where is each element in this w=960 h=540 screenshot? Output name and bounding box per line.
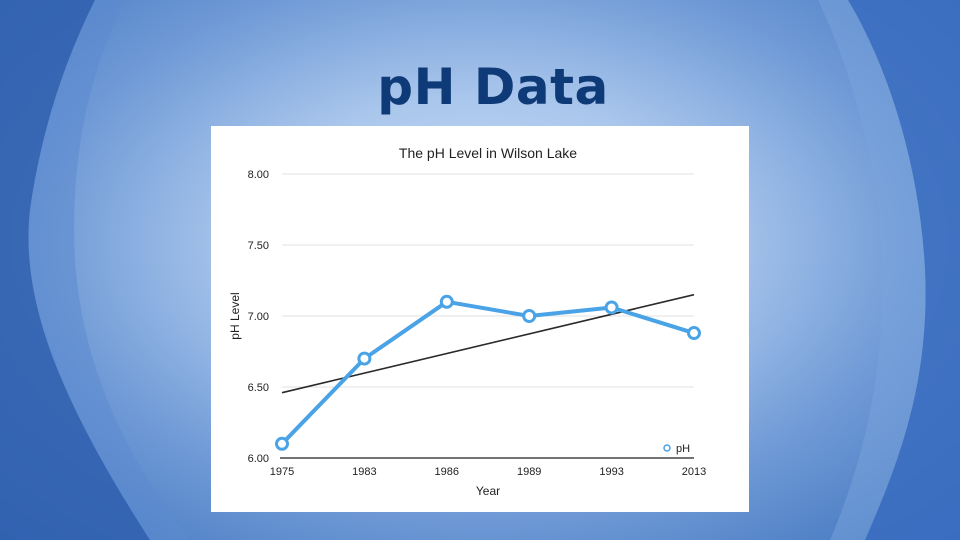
y-tick-label: 8.00 (248, 169, 269, 181)
data-point (275, 436, 289, 451)
data-point (439, 294, 454, 309)
slide-title: pH Data (377, 58, 609, 116)
left-wave-light (28, 0, 190, 540)
data-point (357, 351, 372, 366)
legend-marker-ph (663, 444, 671, 452)
data-point (522, 309, 537, 323)
chart-card: The pH Level in Wilson Lake 6.00 6.50 7.00… (211, 126, 749, 512)
x-tick-label: 1989 (517, 466, 541, 478)
y-tick-label: 6.50 (248, 382, 269, 394)
legend-label-ph: pH (676, 443, 690, 455)
x-axis-label: Year (476, 484, 500, 498)
series-line-ph (280, 299, 695, 446)
right-wave-dark (848, 0, 960, 540)
chart-title: The pH Level in Wilson Lake (399, 145, 577, 161)
x-tick-label: 1983 (352, 466, 376, 478)
x-tick-label: 1993 (599, 466, 623, 478)
y-tick-label: 7.50 (248, 240, 269, 252)
y-tick-label: 7.00 (248, 311, 269, 323)
data-point (687, 326, 701, 341)
x-tick-label: 1975 (270, 466, 294, 478)
x-tick-label: 1986 (435, 466, 459, 478)
x-tick-label: 2013 (682, 466, 706, 478)
line-chart: The pH Level in Wilson Lake 6.00 6.50 7.00… (228, 145, 706, 498)
left-wave-dark (0, 0, 150, 540)
right-wave-light (818, 0, 926, 540)
y-tick-label: 6.00 (248, 453, 269, 465)
y-axis-label: pH Level (228, 292, 242, 339)
data-point (604, 300, 619, 315)
